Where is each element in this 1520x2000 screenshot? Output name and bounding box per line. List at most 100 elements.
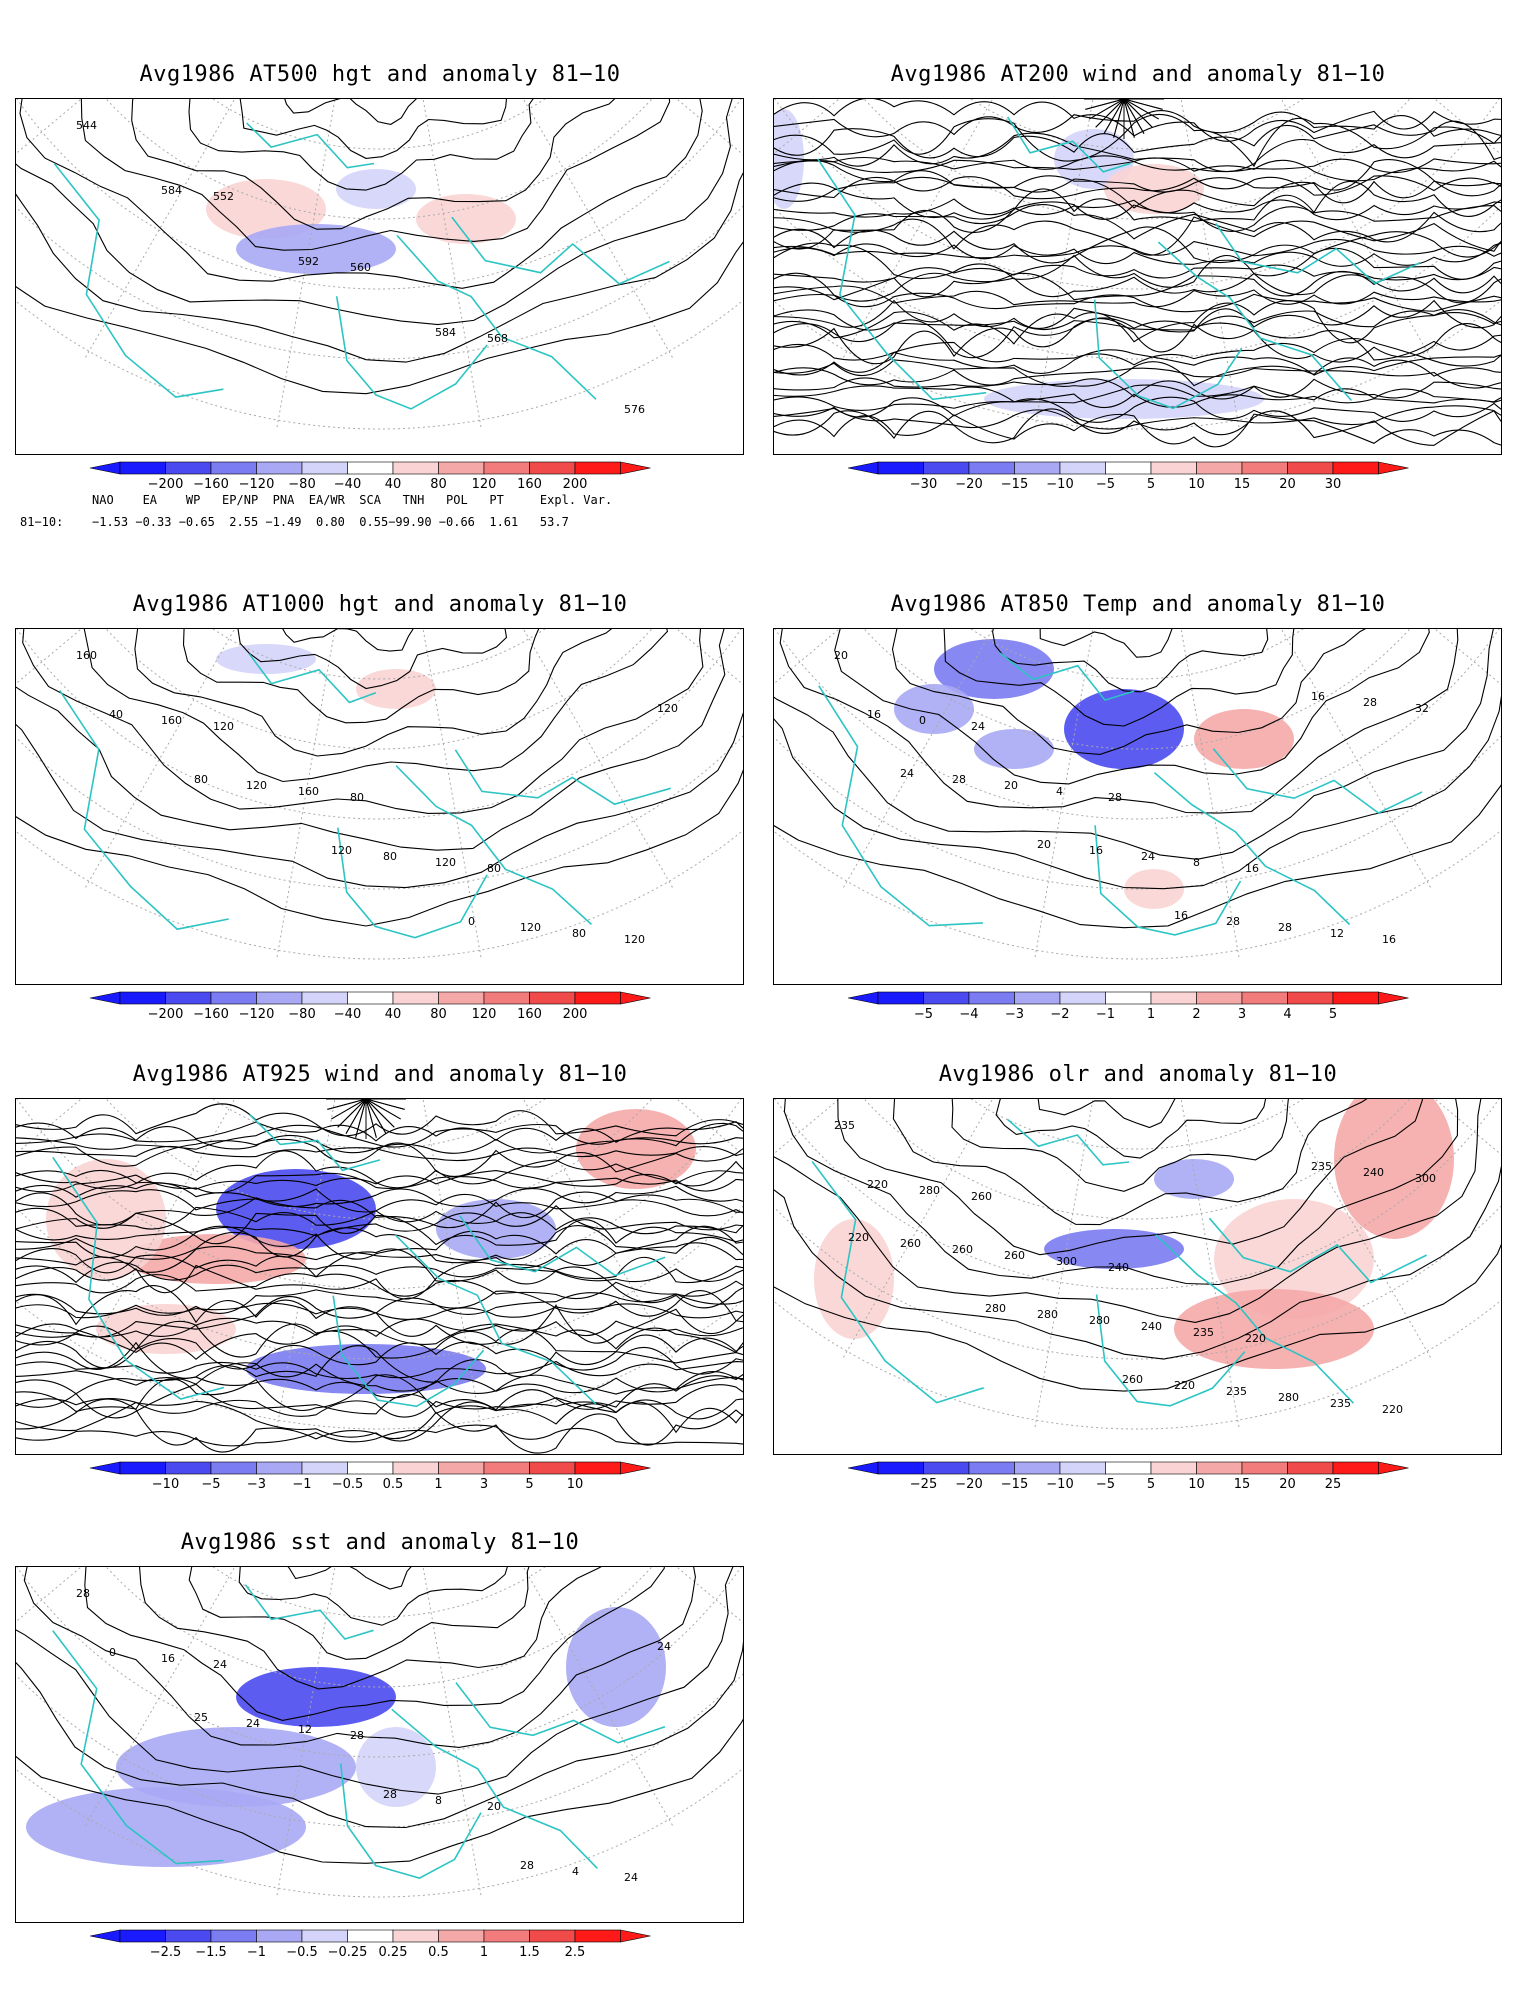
contour-label: 568 xyxy=(487,332,508,345)
colorbar-tick-label: 15 xyxy=(1234,477,1251,492)
coastline xyxy=(1153,772,1351,926)
colorbar-tick-label: −5 xyxy=(1096,1477,1115,1492)
colorbar-tick-label: 20 xyxy=(1279,1477,1296,1492)
streamline xyxy=(774,292,1501,313)
contour-line xyxy=(19,99,703,289)
meridian-line xyxy=(83,1567,236,1829)
streamline xyxy=(16,1122,743,1150)
colorbar-segment xyxy=(483,1461,530,1475)
colorbar-tick-label: 0.5 xyxy=(428,1945,449,1960)
coastline xyxy=(248,1113,381,1172)
anomaly-shading xyxy=(814,1219,894,1339)
coastline xyxy=(395,765,592,925)
meridian-line xyxy=(1034,1099,1094,1431)
contour-label: 28 xyxy=(76,1587,90,1600)
meridian-line xyxy=(276,1099,336,1431)
index-values: −1.53 −0.33 −0.65 2.55 −1.49 0.80 0.55−9… xyxy=(92,515,569,529)
parallel-line xyxy=(16,1299,743,1430)
coastline xyxy=(1006,1118,1130,1166)
colorbar-segment xyxy=(1287,1461,1334,1475)
colorbar-tick-label: −5 xyxy=(914,1007,933,1022)
colorbar-segment xyxy=(119,1929,166,1943)
colorbar-tick-label: −80 xyxy=(288,1007,315,1022)
colorbar-segment xyxy=(529,1929,576,1943)
coastline xyxy=(817,158,987,401)
colorbar-segment xyxy=(574,461,621,475)
colorbar-tick-label: 200 xyxy=(563,477,588,492)
contour-line xyxy=(22,629,704,814)
contour-label: 235 xyxy=(1311,1160,1332,1173)
coastline xyxy=(818,685,983,927)
streamline xyxy=(16,1225,743,1264)
contour-line xyxy=(16,629,726,851)
streamline xyxy=(16,1362,743,1394)
contour-label: 24 xyxy=(246,1717,260,1730)
panel-at925-wind: Avg1986 AT925 wind and anomaly 81−10 −10… xyxy=(15,1062,745,1492)
contour-label: 12 xyxy=(1330,927,1344,940)
contour-line xyxy=(83,629,669,783)
contour-line xyxy=(134,629,613,757)
streamline xyxy=(774,238,1501,259)
colorbar-tick-label: −200 xyxy=(148,1007,184,1022)
contour-label: 120 xyxy=(624,933,645,946)
anomaly-shading xyxy=(1044,1229,1184,1269)
coastline xyxy=(332,1295,485,1408)
colorbar-segment xyxy=(210,1461,257,1475)
colorbar-tick-label: −5 xyxy=(1096,477,1115,492)
colorbar-tick-label: 1 xyxy=(480,1945,488,1960)
colorbar: −30 −20 −15 −10 −5 5 10 15 20 30 xyxy=(818,461,1458,492)
meridian-line xyxy=(774,1099,840,1155)
contour-label: 28 xyxy=(1108,791,1122,804)
streamline xyxy=(774,176,1501,209)
colorbar-segment xyxy=(347,991,394,1005)
colorbar-segment xyxy=(1014,991,1061,1005)
coastline xyxy=(53,163,224,398)
colorbar-tick-label: −10 xyxy=(152,1477,179,1492)
contour-line xyxy=(239,99,507,159)
colorbar-segment xyxy=(1287,461,1334,475)
meridian-line xyxy=(422,99,482,431)
coastline xyxy=(1093,299,1243,410)
map-svg: 160 120 80 80 120 160 160 120 80 40 120 80 120 120 80 1… xyxy=(16,629,743,961)
contour-label: 260 xyxy=(971,1190,992,1203)
colorbar-tick-label: −2.5 xyxy=(150,1945,182,1960)
meridian-line xyxy=(1280,629,1433,891)
panel-title: Avg1986 AT200 wind and anomaly 81−10 xyxy=(890,62,1386,87)
contour-label: 280 xyxy=(1089,1314,1110,1327)
contour-label: 28 xyxy=(1363,696,1377,709)
colorbar-segment xyxy=(574,1929,621,1943)
streamline xyxy=(774,204,1501,243)
streamline xyxy=(16,1320,743,1358)
map-area: 235 260 240 220 220 280 300 235 235 220 260 240 280 3… xyxy=(773,1098,1502,1455)
anomaly-shading xyxy=(774,109,804,209)
meridian-line xyxy=(1034,99,1094,431)
coastline xyxy=(455,1682,666,1744)
contour-label: 28 xyxy=(350,1729,364,1742)
colorbar-arrow-right xyxy=(620,991,651,1005)
colorbar-arrow-right xyxy=(620,1929,651,1943)
map-area: 544 552 560 568 576 584 592 584 xyxy=(15,98,744,455)
contour-label: 80 xyxy=(383,850,397,863)
panel-sst: Avg1986 sst and anomaly 81−10 28 24 28 20 24… xyxy=(15,1530,745,1970)
colorbar-svg: −5 −4 −3 −2 −1 1 2 3 4 5 xyxy=(847,991,1409,1022)
colorbar-svg: −25 −20 −15 −10 −5 5 10 15 20 25 xyxy=(847,1461,1409,1492)
contour-label: 280 xyxy=(919,1184,940,1197)
contour-line xyxy=(84,1567,665,1721)
colorbar-tick-label: −40 xyxy=(334,1007,361,1022)
streamline xyxy=(774,216,1501,256)
colorbar-segment xyxy=(210,1929,257,1943)
colorbar-segment xyxy=(483,991,530,1005)
colorbar-segment xyxy=(1332,1461,1379,1475)
map-svg xyxy=(774,99,1501,448)
colorbar-tick-label: 0.5 xyxy=(383,1477,404,1492)
colorbar-tick-label: 5 xyxy=(1329,1007,1337,1022)
colorbar-segment xyxy=(301,991,348,1005)
contour-label: 300 xyxy=(1056,1255,1077,1268)
parallel-line xyxy=(105,1099,653,1220)
colorbar-segment xyxy=(347,1461,394,1475)
meridian-line xyxy=(422,629,482,961)
parallel-line xyxy=(105,99,653,220)
colorbar-segment xyxy=(256,1929,303,1943)
streamline xyxy=(345,1099,367,1134)
contour-label: 120 xyxy=(435,856,456,869)
